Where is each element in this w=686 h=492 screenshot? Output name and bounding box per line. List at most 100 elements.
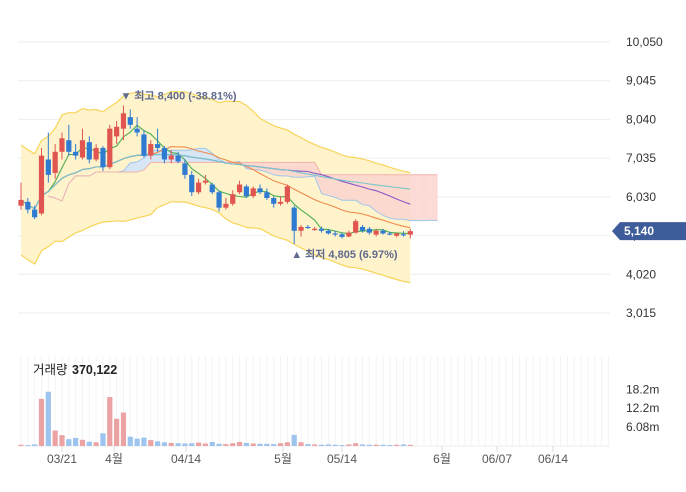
volume-bar	[243, 442, 249, 446]
cloud-segment	[294, 162, 302, 178]
volume-bar	[257, 443, 263, 446]
volume-bar	[236, 441, 243, 446]
volume-bar	[161, 442, 168, 446]
candle	[189, 171, 195, 197]
volume-bar	[114, 418, 120, 446]
candle-body	[366, 228, 372, 233]
cloud-segment	[198, 148, 206, 163]
current-price-tag: 5,140	[612, 222, 686, 241]
candle	[400, 231, 407, 237]
candle	[161, 146, 168, 164]
candle-body	[107, 128, 113, 168]
candle-body	[127, 117, 133, 125]
candle	[195, 178, 202, 195]
candle-body	[189, 174, 195, 193]
x-tick-label: 04/14	[171, 452, 201, 466]
candle	[312, 226, 318, 231]
candle	[100, 146, 106, 172]
volume-bar	[407, 444, 413, 446]
volume-bar	[45, 391, 51, 446]
y-tick-label: 9,045	[626, 74, 656, 88]
candle	[148, 140, 154, 160]
candle	[18, 182, 24, 210]
ma5-line	[20, 124, 411, 235]
cloud-segment	[396, 174, 404, 220]
cloud-segment	[376, 174, 383, 216]
x-tick-label: 4월	[105, 452, 123, 466]
x-tick-label: 06/07	[482, 452, 512, 466]
candle-body	[373, 230, 379, 235]
cloud-segment	[348, 174, 356, 201]
cloud-segment	[137, 158, 144, 173]
candle-body	[216, 192, 222, 208]
cloud-span-b-line	[48, 161, 438, 202]
volume-bar	[271, 444, 277, 446]
candle-body	[230, 194, 236, 204]
candle	[305, 224, 311, 229]
candle	[86, 136, 92, 164]
candle	[291, 205, 297, 245]
volume-bar	[141, 437, 147, 446]
candle-body	[120, 113, 127, 129]
candle-body	[332, 233, 338, 235]
volume-bar	[182, 443, 188, 446]
volume-bar	[359, 444, 366, 446]
candle-body	[100, 147, 106, 168]
cloud-segment	[130, 161, 138, 173]
volume-bar	[134, 438, 140, 446]
candle-body	[148, 144, 154, 156]
candle-body	[325, 230, 331, 234]
volume-tick-label: 18.2m	[626, 383, 659, 397]
current-price-label: 5,140	[624, 224, 654, 238]
volume-bar	[93, 442, 99, 446]
volume-bar	[73, 437, 79, 446]
cloud-segment	[321, 174, 329, 196]
candle-body	[257, 188, 263, 193]
volume-bar	[380, 444, 386, 446]
cloud-segment	[423, 174, 431, 221]
volume-bar	[18, 444, 24, 446]
candle	[223, 198, 229, 210]
volume-bar	[66, 439, 72, 446]
candle	[387, 231, 393, 236]
candle-body	[161, 147, 168, 160]
volume-bar	[264, 443, 270, 446]
candle	[250, 186, 256, 199]
candle-body	[346, 232, 352, 237]
candle-body	[25, 201, 31, 210]
volume-bar	[32, 444, 38, 446]
candle-body	[380, 230, 386, 234]
volume-bar	[277, 443, 284, 446]
x-tick-label: 6월	[433, 452, 451, 466]
candle-body	[202, 180, 209, 183]
candles	[18, 105, 413, 245]
candle-body	[209, 184, 215, 193]
candle-body	[93, 147, 99, 160]
candle	[120, 105, 127, 141]
candle	[175, 151, 181, 164]
date-axis: 03/21 4월 04/14 5월 05/14 6월 06/07 06/14	[47, 446, 568, 466]
bollinger-upper-line	[20, 90, 411, 174]
candle	[79, 128, 86, 160]
price-annotations: ▼ 최고 8,400 (-38.81%) ▲ 최저 4,805 (6.97%)	[120, 89, 397, 261]
volume-bar	[312, 444, 318, 446]
cloud-segment	[382, 174, 390, 219]
volume-bar	[332, 444, 338, 446]
cloud-segment	[280, 162, 288, 176]
volume-bar	[59, 435, 65, 446]
ichimoku-cloud	[48, 147, 438, 222]
x-tick-label: 06/14	[538, 452, 568, 466]
candle	[373, 228, 379, 237]
cloud-segment	[342, 174, 349, 201]
y-tick-label: 8,040	[626, 112, 656, 126]
candle	[127, 109, 133, 129]
volume-bar	[373, 444, 379, 446]
candle-body	[284, 186, 290, 202]
volume-bar	[298, 442, 304, 446]
candle	[52, 144, 58, 179]
candle-body	[359, 226, 366, 231]
volume-tick-label: 12.2m	[626, 401, 659, 415]
volume-bar	[120, 412, 127, 446]
candle-body	[264, 192, 270, 199]
